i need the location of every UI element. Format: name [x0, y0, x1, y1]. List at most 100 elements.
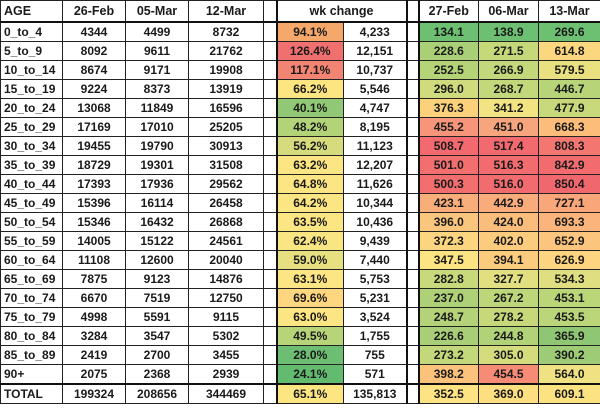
spacer-cell — [263, 307, 277, 327]
cases-cell: 29562 — [188, 174, 264, 194]
cases-cell: 15396 — [62, 193, 126, 213]
wk-change-abs-cell: 5,231 — [342, 288, 408, 308]
wk-change-abs-cell: 8,195 — [342, 117, 408, 137]
age-cell: 50_to_54 — [0, 212, 63, 232]
spacer-cell — [405, 98, 420, 118]
wk-change-abs-cell: 571 — [342, 364, 408, 385]
spacer-cell — [263, 60, 277, 80]
cases-cell: 17936 — [125, 174, 189, 194]
table-row: 75_to_79 4998 5591 9115 63.0% 3,524 248.7 278.2… — [0, 307, 600, 327]
cases-cell: 4344 — [62, 21, 126, 42]
wk-change-abs-cell: 12,207 — [342, 155, 408, 175]
rate-cell: 273.2 — [417, 345, 480, 365]
wk-change-pct-cell: 64.2% — [275, 193, 344, 213]
spacer-cell — [263, 326, 277, 346]
spacer-cell — [263, 288, 277, 308]
cases-cell: 8732 — [188, 21, 264, 42]
rate-cell: 564.0 — [538, 364, 600, 385]
rate-cell: 501.0 — [417, 155, 480, 175]
header-wk-change: wk change — [275, 0, 408, 23]
table-row: 70_to_74 6670 7519 12750 69.6% 5,231 237.0 267.… — [0, 288, 600, 308]
rate-cell: 327.7 — [478, 269, 540, 289]
spacer-cell — [263, 21, 277, 42]
age-cell: 55_to_59 — [0, 231, 63, 251]
table-row: 60_to_64 11108 12600 20040 59.0% 7,440 347.5 39… — [0, 250, 600, 270]
wk-change-abs-cell: 11,123 — [342, 136, 408, 156]
cases-cell: 208656 — [125, 383, 189, 404]
cases-cell: 11849 — [125, 98, 189, 118]
table-row: 5_to_9 8092 9611 21762 126.4% 12,151 228.6 271.… — [0, 41, 600, 61]
spacer-cell — [263, 98, 277, 118]
wk-change-pct-cell: 28.0% — [275, 345, 344, 365]
rate-cell: 517.4 — [478, 136, 540, 156]
cases-cell: 9224 — [62, 79, 126, 99]
wk-change-pct-cell: 64.8% — [275, 174, 344, 194]
wk-change-pct-cell: 49.5% — [275, 326, 344, 346]
spacer-cell — [263, 117, 277, 137]
rate-cell: 500.3 — [417, 174, 480, 194]
cases-cell: 5591 — [125, 307, 189, 327]
table-row: 30_to_34 19455 19790 30913 56.2% 11,123 508.7 5… — [0, 136, 600, 156]
table-row: 15_to_19 9224 8373 13919 66.2% 5,546 296.0 268.… — [0, 79, 600, 99]
wk-change-pct-cell: 66.2% — [275, 79, 344, 99]
spacer-cell — [263, 193, 277, 213]
rate-cell: 668.3 — [538, 117, 600, 137]
rate-cell: 626.9 — [538, 250, 600, 270]
spacer-cell — [405, 383, 420, 404]
age-cell: 0_to_4 — [0, 21, 63, 42]
rate-cell: 516.0 — [478, 174, 540, 194]
wk-change-pct-cell: 63.5% — [275, 212, 344, 232]
cases-cell: 9123 — [125, 269, 189, 289]
wk-change-pct-cell: 63.0% — [275, 307, 344, 327]
cases-cell: 5302 — [188, 326, 264, 346]
cases-cell: 16114 — [125, 193, 189, 213]
rate-cell: 376.3 — [417, 98, 480, 118]
spacer-cell — [263, 269, 277, 289]
spacer-cell — [405, 136, 420, 156]
rate-cell: 266.9 — [478, 60, 540, 80]
table-row: 40_to_44 17393 17936 29562 64.8% 11,626 500.3 5… — [0, 174, 600, 194]
age-cell: 45_to_49 — [0, 193, 63, 213]
wk-change-pct-cell: 24.1% — [275, 364, 344, 385]
spacer-cell — [263, 383, 277, 404]
rate-cell: 365.9 — [538, 326, 600, 346]
wk-change-pct-cell: 59.0% — [275, 250, 344, 270]
wk-change-abs-cell: 5,753 — [342, 269, 408, 289]
header-row: AGE 26-Feb 05-Mar 12-Mar wk change 27-Fe… — [0, 0, 600, 23]
cases-cell: 18729 — [62, 155, 126, 175]
rate-cell: 579.5 — [538, 60, 600, 80]
rate-cell: 477.9 — [538, 98, 600, 118]
age-cell: 25_to_29 — [0, 117, 63, 137]
table-row: 80_to_84 3284 3547 5302 49.5% 1,755 226.6 244.8… — [0, 326, 600, 346]
wk-change-abs-cell: 7,440 — [342, 250, 408, 270]
header-cases-1: 26-Feb — [62, 0, 126, 23]
table-row: 90+ 2075 2368 2939 24.1% 571 398.2 454.5 564.0 — [0, 364, 600, 385]
cases-cell: 30913 — [188, 136, 264, 156]
rate-cell: 424.0 — [478, 212, 540, 232]
table-row: 50_to_54 15346 16432 26868 63.5% 10,436 396.0 4… — [0, 212, 600, 232]
table-row: 85_to_89 2419 2700 3455 28.0% 755 273.2 305.0 39… — [0, 345, 600, 365]
spacer-cell — [405, 21, 420, 42]
cases-cell: 7519 — [125, 288, 189, 308]
cases-cell: 2939 — [188, 364, 264, 385]
table-row: 65_to_69 7875 9123 14876 63.1% 5,753 282.8 327.… — [0, 269, 600, 289]
wk-change-abs-cell: 1,755 — [342, 326, 408, 346]
age-cell: 70_to_74 — [0, 288, 63, 308]
wk-change-abs-cell: 3,524 — [342, 307, 408, 327]
rate-cell: 446.7 — [538, 79, 600, 99]
cases-cell: 17010 — [125, 117, 189, 137]
cases-cell: 199324 — [62, 383, 126, 404]
rate-cell: 614.8 — [538, 41, 600, 61]
rate-cell: 372.3 — [417, 231, 480, 251]
wk-change-pct-cell: 69.6% — [275, 288, 344, 308]
wk-change-pct-cell: 63.1% — [275, 269, 344, 289]
spacer-cell — [405, 231, 420, 251]
rate-cell: 134.1 — [417, 21, 480, 42]
spacer-cell — [405, 60, 420, 80]
spacer-cell — [405, 79, 420, 99]
spacer-cell — [263, 41, 277, 61]
header-rate-3: 13-Mar — [538, 0, 600, 23]
rate-cell: 508.7 — [417, 136, 480, 156]
wk-change-pct-cell: 48.2% — [275, 117, 344, 137]
cases-cell: 2075 — [62, 364, 126, 385]
